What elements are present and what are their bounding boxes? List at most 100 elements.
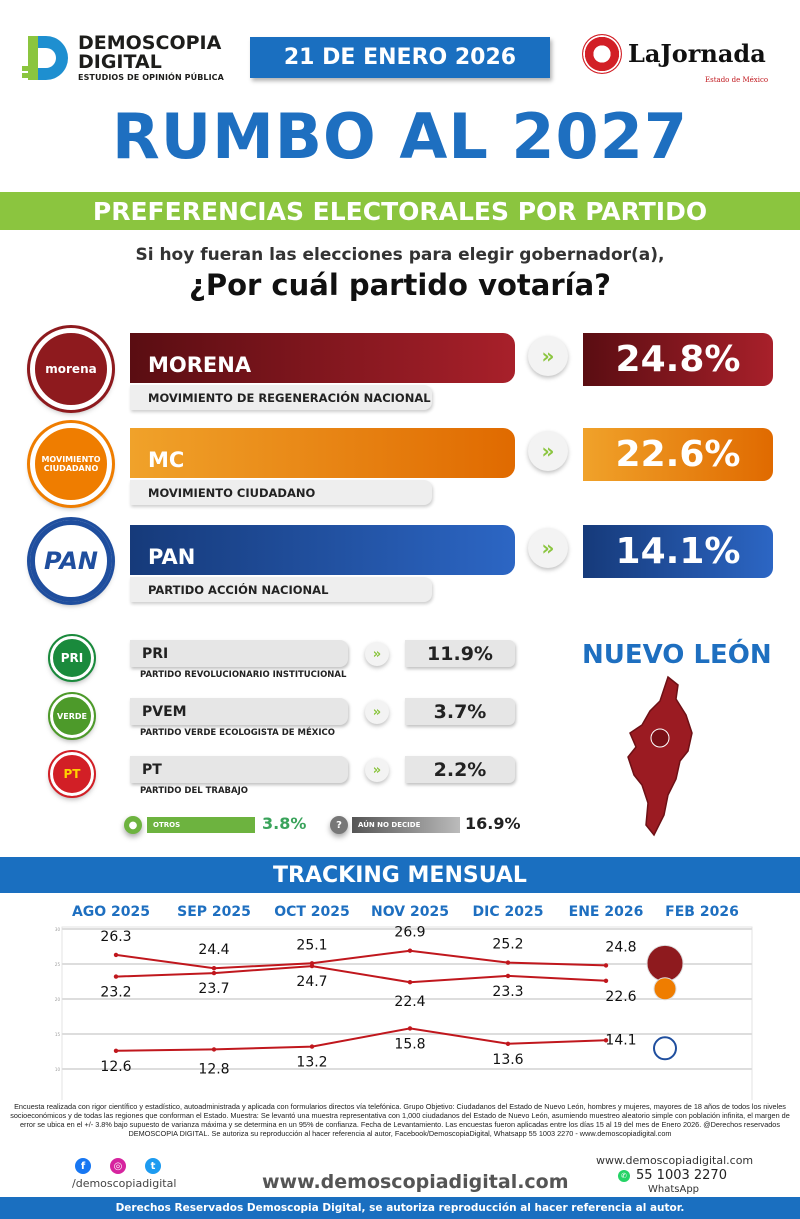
social-handle[interactable]: /demoscopiadigital xyxy=(72,1177,177,1190)
party-logo-pri: PRI xyxy=(48,634,96,682)
data-point xyxy=(211,970,217,976)
chevron-right-icon: » xyxy=(528,336,568,376)
data-label: 25.1 xyxy=(296,937,327,953)
whatsapp-icon: ✆ xyxy=(618,1170,630,1182)
partner-name: LaJornada xyxy=(628,39,766,68)
series-line xyxy=(115,949,607,970)
month-label: NOV 2025 xyxy=(371,904,449,920)
partner-logo: LaJornada xyxy=(582,34,766,74)
party-value: 3.7% xyxy=(405,698,515,725)
chevron-right-icon: » xyxy=(365,758,389,782)
data-label: 25.2 xyxy=(492,937,523,953)
data-label: 14.1 xyxy=(605,1032,636,1048)
party-value: 14.1% xyxy=(583,525,773,578)
party-logo-pt: PT xyxy=(48,750,96,798)
party-logo-morena-icon xyxy=(646,944,684,982)
data-label: 22.4 xyxy=(394,994,425,1010)
brand-name: DEMOSCOPIA DIGITAL ESTUDIOS DE OPINIÓN P… xyxy=(78,34,224,84)
party-bar-pan: PAN xyxy=(130,525,515,575)
y-tick-label: 25 xyxy=(55,962,61,967)
phone-number[interactable]: 55 1003 2270 xyxy=(636,1168,727,1183)
others-value: 3.8% xyxy=(262,814,307,833)
user-icon: ● xyxy=(124,816,142,834)
others-label: OTROS xyxy=(147,817,255,833)
brand-tagline: ESTUDIOS DE OPINIÓN PÚBLICA xyxy=(78,73,224,82)
data-point xyxy=(505,960,511,965)
data-point xyxy=(505,1041,511,1046)
data-label: 24.7 xyxy=(296,974,327,990)
party-logo-pan: PAN xyxy=(27,517,115,605)
contact-website[interactable]: www.demoscopiadigital.com xyxy=(596,1154,754,1167)
facebook-icon[interactable]: f xyxy=(75,1158,91,1174)
data-label: 22.6 xyxy=(605,989,636,1005)
data-point xyxy=(407,980,413,985)
website-link[interactable]: www.demoscopiadigital.com xyxy=(262,1171,569,1193)
party-fullname: MOVIMIENTO DE REGENERACIÓN NACIONAL xyxy=(130,385,432,410)
series-line xyxy=(115,965,607,984)
data-point xyxy=(211,966,217,971)
party-logo-pan-icon xyxy=(653,1036,677,1061)
tracking-chart: 10 15 20 25 30 26.3 24.4 25.1 26.9 25.2 24.8 23.2 23… xyxy=(55,925,753,1100)
question-line1: Si hoy fueran las elecciones para elegir… xyxy=(135,245,665,265)
party-logo-pvem: VERDE xyxy=(48,692,96,740)
month-label: OCT 2025 xyxy=(274,904,350,920)
data-point xyxy=(505,973,511,979)
party-fullname: PARTIDO VERDE ECOLOGISTA DE MÉXICO xyxy=(140,728,335,738)
nuevo-leon-map-icon xyxy=(627,675,693,837)
state-name: NUEVO LEÓN xyxy=(582,640,772,670)
party-value: 11.9% xyxy=(405,640,515,667)
y-tick-label: 10 xyxy=(55,1067,61,1072)
party-logo-mc-icon xyxy=(653,977,677,1001)
page-title: RUMBO AL 2027 xyxy=(112,100,688,173)
party-fullname: MOVIMIENTO CIUDADANO xyxy=(130,480,432,505)
data-label: 24.4 xyxy=(198,942,229,958)
brand-line2: DIGITAL xyxy=(78,51,162,73)
tracking-title: TRACKING MENSUAL xyxy=(0,857,800,893)
data-point xyxy=(603,963,609,968)
y-tick-label: 20 xyxy=(55,997,61,1002)
data-label: 23.2 xyxy=(100,985,131,1001)
data-label: 24.8 xyxy=(605,939,636,955)
data-point xyxy=(113,1048,119,1053)
chart-frame xyxy=(61,926,753,1100)
undecided-value: 16.9% xyxy=(465,814,521,833)
month-label: AGO 2025 xyxy=(71,904,151,920)
data-point xyxy=(603,1038,609,1043)
party-bar-pt: PT xyxy=(130,756,348,783)
data-label: 23.3 xyxy=(492,984,523,1000)
chevron-right-icon: » xyxy=(528,528,568,568)
data-label: 12.6 xyxy=(100,1059,131,1075)
phone-label: WhatsApp xyxy=(648,1184,700,1195)
data-point xyxy=(113,974,119,979)
instagram-icon[interactable]: ◎ xyxy=(110,1158,126,1174)
party-fullname: PARTIDO REVOLUCIONARIO INSTITUCIONAL xyxy=(140,670,347,680)
party-bar-pvem: PVEM xyxy=(130,698,348,725)
party-value: 2.2% xyxy=(405,756,515,783)
data-point xyxy=(407,948,413,953)
data-label: 13.6 xyxy=(492,1052,523,1068)
data-label: 23.7 xyxy=(198,981,229,997)
party-logo-mc: MOVIMIENTO CIUDADANO xyxy=(27,420,115,508)
twitter-icon[interactable]: t xyxy=(145,1158,161,1174)
party-fullname: PARTIDO ACCIÓN NACIONAL xyxy=(130,577,432,602)
y-tick-label: 15 xyxy=(55,1032,61,1037)
question-icon: ? xyxy=(330,816,348,834)
data-point xyxy=(113,952,119,958)
chevron-right-icon: » xyxy=(528,431,568,471)
data-label: 26.9 xyxy=(394,925,425,941)
data-point xyxy=(211,1047,217,1052)
party-bar-morena: MORENA xyxy=(130,333,515,383)
demoscopia-logo-icon xyxy=(22,36,68,80)
chevron-right-icon: » xyxy=(365,700,389,724)
data-point xyxy=(407,1026,413,1031)
party-bar-pri: PRI xyxy=(130,640,348,667)
data-point xyxy=(309,1044,315,1049)
undecided-label: AÚN NO DECIDE xyxy=(352,817,460,833)
party-logo-morena: morena xyxy=(27,325,115,413)
question-line2: ¿Por cuál partido votaría? xyxy=(189,268,611,302)
section-subtitle: PREFERENCIAS ELECTORALES POR PARTIDO xyxy=(0,192,800,230)
methodology-note: Encuesta realizada con rigor científico … xyxy=(10,1102,790,1138)
series-line xyxy=(115,1027,607,1052)
sun-icon xyxy=(582,34,622,74)
data-point xyxy=(603,978,609,983)
